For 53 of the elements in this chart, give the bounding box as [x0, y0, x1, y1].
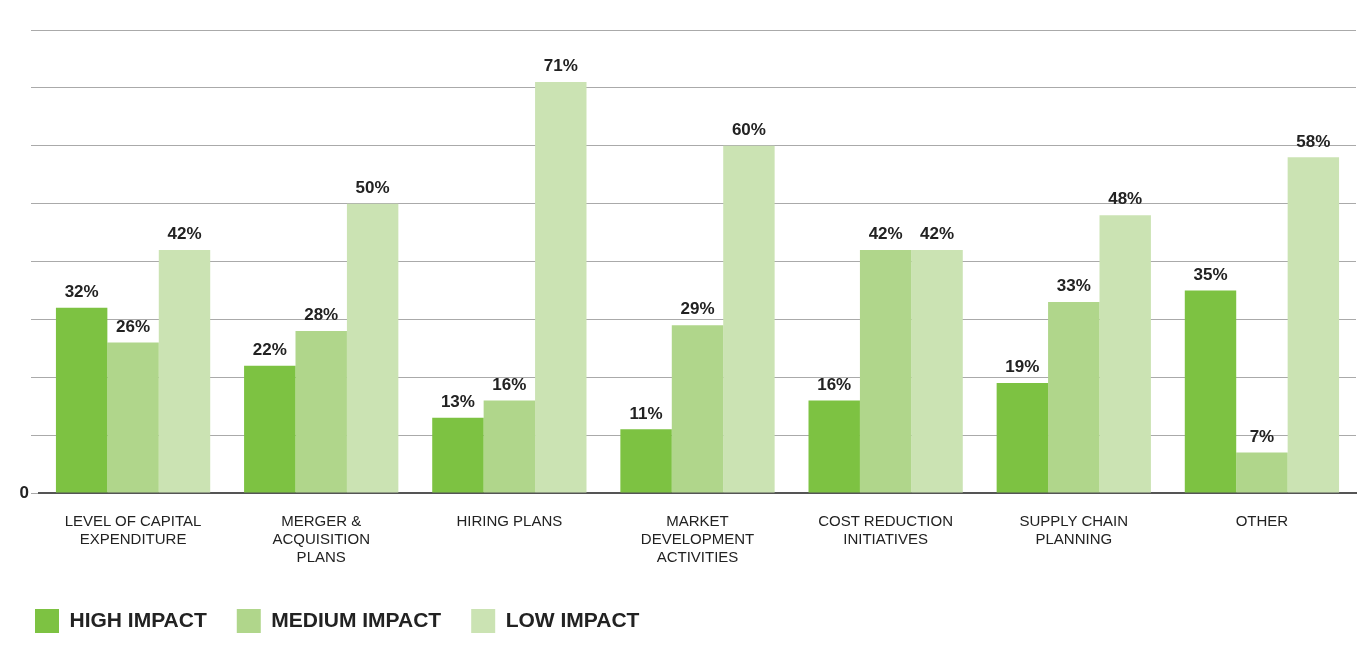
data-label: 19%: [1005, 357, 1040, 377]
data-label: 16%: [492, 374, 527, 394]
bar: [1184, 290, 1237, 493]
data-label: 32%: [64, 281, 99, 301]
bar: [1236, 452, 1288, 493]
data-label: 48%: [1108, 189, 1143, 209]
data-label: 58%: [1296, 131, 1331, 151]
x-tick-label: LEVEL OF CAPITAL EXPENDITURE: [64, 512, 202, 548]
data-label: 60%: [731, 119, 766, 139]
bar: [535, 82, 587, 493]
data-label: 35%: [1193, 264, 1228, 284]
data-label: 22%: [252, 339, 287, 359]
data-label: 42%: [920, 224, 955, 244]
x-tick-label: COST REDUCTION INITIATIVES: [818, 512, 954, 548]
data-label: 50%: [355, 177, 390, 197]
legend-label: LOW IMPACT: [505, 607, 640, 631]
bar: [1048, 302, 1100, 493]
bar: [723, 145, 775, 493]
legend-label: MEDIUM IMPACT: [271, 607, 442, 631]
bar: [295, 330, 347, 493]
x-tick-label: OTHER: [1235, 512, 1289, 530]
x-tick-label: MERGER & ACQUISITION PLANS: [272, 512, 370, 566]
bar: [1287, 157, 1340, 493]
bar: [620, 429, 672, 493]
bar: [158, 249, 211, 493]
x-tick-label: HIRING PLANS: [456, 512, 563, 530]
bar: [432, 417, 484, 493]
text: 0: [19, 482, 29, 502]
legend-label: HIGH IMPACT: [69, 607, 207, 631]
bar: [1099, 215, 1151, 493]
bar: [911, 249, 963, 493]
x-tick-label: MARKET DEVELOPMENT ACTIVITIES: [640, 512, 755, 566]
data-label: 26%: [116, 316, 151, 336]
x-tick-label: SUPPLY CHAIN PLANNING: [1019, 512, 1129, 548]
data-label: 42%: [167, 224, 202, 244]
data-label: 13%: [440, 391, 475, 411]
data-label: 33%: [1056, 276, 1091, 296]
data-label: 7%: [1249, 426, 1275, 446]
bar: [671, 325, 724, 493]
bar: [346, 203, 399, 493]
data-label: 42%: [868, 224, 903, 244]
data-label: 71%: [543, 56, 578, 76]
bar: [483, 400, 536, 493]
data-label: 28%: [304, 305, 339, 325]
data-label: 29%: [680, 299, 715, 319]
bar: [996, 383, 1049, 493]
bar: [808, 400, 860, 493]
data-label: 11%: [629, 403, 663, 423]
bar: [107, 342, 159, 493]
bar: [244, 365, 296, 493]
bar: [55, 307, 108, 493]
bar: [859, 249, 912, 493]
data-label: 16%: [817, 374, 852, 394]
